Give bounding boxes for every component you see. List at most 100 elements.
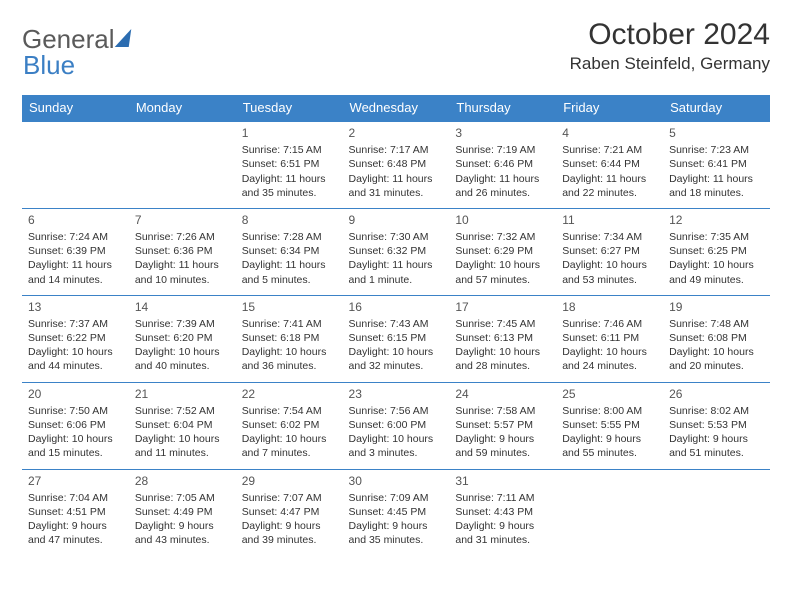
location-label: Raben Steinfeld, Germany (570, 54, 770, 74)
day-number: 17 (455, 299, 550, 315)
daylight-line: Daylight: 11 hours and 10 minutes. (135, 258, 230, 286)
day-number: 29 (242, 473, 337, 489)
day-number: 8 (242, 212, 337, 228)
daylight-line: Daylight: 10 hours and 3 minutes. (349, 432, 444, 460)
calendar-cell: 17 Sunrise: 7:45 AMSunset: 6:13 PMDayligh… (449, 295, 556, 382)
daylight-line: Daylight: 9 hours and 47 minutes. (28, 519, 123, 547)
sunset-line: Sunset: 4:45 PM (349, 505, 444, 519)
sunset-line: Sunset: 6:25 PM (669, 244, 764, 258)
day-number: 30 (349, 473, 444, 489)
calendar-cell: 24Sunrise: 7:58 AMSunset: 5:57 PMDayligh… (449, 382, 556, 469)
day-number: 4 (562, 125, 657, 141)
sunrise-line: Sunrise: 7:19 AM (455, 143, 550, 157)
sunset-line: Sunset: 6:20 PM (135, 331, 230, 345)
daylight-line: Daylight: 11 hours and 5 minutes. (242, 258, 337, 286)
calendar-week: 27Sunrise: 7:04 AMSunset: 4:51 PMDayligh… (22, 469, 770, 555)
sunset-line: Sunset: 6:22 PM (28, 331, 123, 345)
daylight-line: Daylight: 9 hours and 59 minutes. (455, 432, 550, 460)
daylight-line: Daylight: 10 hours and 28 minutes. (455, 345, 550, 373)
sunset-line: Sunset: 6:08 PM (669, 331, 764, 345)
sunset-line: Sunset: 4:43 PM (455, 505, 550, 519)
sunset-line: Sunset: 5:53 PM (669, 418, 764, 432)
calendar-cell: 12Sunrise: 7:35 AMSunset: 6:25 PMDayligh… (663, 208, 770, 295)
calendar-cell: 1Sunrise: 7:15 AMSunset: 6:51 PMDaylight… (236, 121, 343, 208)
daylight-line: Daylight: 11 hours and 1 minute. (349, 258, 444, 286)
calendar-cell: 31Sunrise: 7:11 AMSunset: 4:43 PMDayligh… (449, 469, 556, 555)
title-block: October 2024 Raben Steinfeld, Germany (570, 18, 770, 74)
sunrise-line: Sunrise: 7:11 AM (455, 491, 550, 505)
day-header: Friday (556, 95, 663, 121)
day-number: 23 (349, 386, 444, 402)
daylight-line: Daylight: 10 hours and 57 minutes. (455, 258, 550, 286)
calendar-cell: 16Sunrise: 7:43 AMSunset: 6:15 PMDayligh… (343, 295, 450, 382)
sunrise-line: Sunrise: 7:58 AM (455, 404, 550, 418)
day-number: 1 (242, 125, 337, 141)
day-number: 31 (455, 473, 550, 489)
day-number: 12 (669, 212, 764, 228)
day-header: Saturday (663, 95, 770, 121)
day-number: 10 (455, 212, 550, 228)
sunrise-line: Sunrise: 7:45 AM (455, 317, 550, 331)
daylight-line: Daylight: 10 hours and 7 minutes. (242, 432, 337, 460)
sail-icon (114, 29, 131, 47)
sunset-line: Sunset: 6:13 PM (455, 331, 550, 345)
calendar-head: SundayMondayTuesdayWednesdayThursdayFrid… (22, 95, 770, 121)
calendar-week: 13Sunrise: 7:37 AMSunset: 6:22 PMDayligh… (22, 295, 770, 382)
calendar-cell: 2Sunrise: 7:17 AMSunset: 6:48 PMDaylight… (343, 121, 450, 208)
calendar-cell: 5 Sunrise: 7:23 AMSunset: 6:41 PMDaylight… (663, 121, 770, 208)
sunset-line: Sunset: 6:11 PM (562, 331, 657, 345)
sunrise-line: Sunrise: 7:32 AM (455, 230, 550, 244)
sunset-line: Sunset: 6:41 PM (669, 157, 764, 171)
sunrise-line: Sunrise: 7:21 AM (562, 143, 657, 157)
day-number: 25 (562, 386, 657, 402)
sunrise-line: Sunrise: 7:48 AM (669, 317, 764, 331)
calendar-cell: 23Sunrise: 7:56 AMSunset: 6:00 PMDayligh… (343, 382, 450, 469)
calendar-cell: 13Sunrise: 7:37 AMSunset: 6:22 PMDayligh… (22, 295, 129, 382)
daylight-line: Daylight: 9 hours and 43 minutes. (135, 519, 230, 547)
sunset-line: Sunset: 6:04 PM (135, 418, 230, 432)
sunrise-line: Sunrise: 7:05 AM (135, 491, 230, 505)
calendar-cell: 8Sunrise: 7:28 AMSunset: 6:34 PMDaylight… (236, 208, 343, 295)
day-number: 5 (669, 125, 764, 141)
calendar-cell: 11Sunrise: 7:34 AMSunset: 6:27 PMDayligh… (556, 208, 663, 295)
sunrise-line: Sunrise: 7:09 AM (349, 491, 444, 505)
calendar-cell: 28Sunrise: 7:05 AMSunset: 4:49 PMDayligh… (129, 469, 236, 555)
daylight-line: Daylight: 10 hours and 11 minutes. (135, 432, 230, 460)
sunrise-line: Sunrise: 7:39 AM (135, 317, 230, 331)
calendar-cell: 27Sunrise: 7:04 AMSunset: 4:51 PMDayligh… (22, 469, 129, 555)
sunrise-line: Sunrise: 8:02 AM (669, 404, 764, 418)
sunrise-line: Sunrise: 7:23 AM (669, 143, 764, 157)
day-number: 15 (242, 299, 337, 315)
calendar-cell: 4Sunrise: 7:21 AMSunset: 6:44 PMDaylight… (556, 121, 663, 208)
sunrise-line: Sunrise: 7:34 AM (562, 230, 657, 244)
sunset-line: Sunset: 5:55 PM (562, 418, 657, 432)
sunrise-line: Sunrise: 7:54 AM (242, 404, 337, 418)
calendar-cell: 15Sunrise: 7:41 AMSunset: 6:18 PMDayligh… (236, 295, 343, 382)
daylight-line: Daylight: 11 hours and 14 minutes. (28, 258, 123, 286)
daylight-line: Daylight: 10 hours and 24 minutes. (562, 345, 657, 373)
sunset-line: Sunset: 6:02 PM (242, 418, 337, 432)
daylight-line: Daylight: 10 hours and 44 minutes. (28, 345, 123, 373)
sunrise-line: Sunrise: 7:28 AM (242, 230, 337, 244)
sunrise-line: Sunrise: 7:07 AM (242, 491, 337, 505)
calendar-cell: 6Sunrise: 7:24 AMSunset: 6:39 PMDaylight… (22, 208, 129, 295)
sunrise-line: Sunrise: 7:50 AM (28, 404, 123, 418)
sunrise-line: Sunrise: 7:26 AM (135, 230, 230, 244)
sunset-line: Sunset: 6:15 PM (349, 331, 444, 345)
calendar-cell: 9Sunrise: 7:30 AMSunset: 6:32 PMDaylight… (343, 208, 450, 295)
day-header: Wednesday (343, 95, 450, 121)
daylight-line: Daylight: 10 hours and 20 minutes. (669, 345, 764, 373)
calendar-cell: 25Sunrise: 8:00 AMSunset: 5:55 PMDayligh… (556, 382, 663, 469)
sunrise-line: Sunrise: 7:46 AM (562, 317, 657, 331)
daylight-line: Daylight: 9 hours and 51 minutes. (669, 432, 764, 460)
sunset-line: Sunset: 6:06 PM (28, 418, 123, 432)
sunset-line: Sunset: 6:48 PM (349, 157, 444, 171)
calendar-cell: 18Sunrise: 7:46 AMSunset: 6:11 PMDayligh… (556, 295, 663, 382)
daylight-line: Daylight: 11 hours and 18 minutes. (669, 172, 764, 200)
sunrise-line: Sunrise: 7:04 AM (28, 491, 123, 505)
sunset-line: Sunset: 4:47 PM (242, 505, 337, 519)
sunset-line: Sunset: 6:32 PM (349, 244, 444, 258)
sunset-line: Sunset: 4:51 PM (28, 505, 123, 519)
day-number: 24 (455, 386, 550, 402)
day-number: 26 (669, 386, 764, 402)
